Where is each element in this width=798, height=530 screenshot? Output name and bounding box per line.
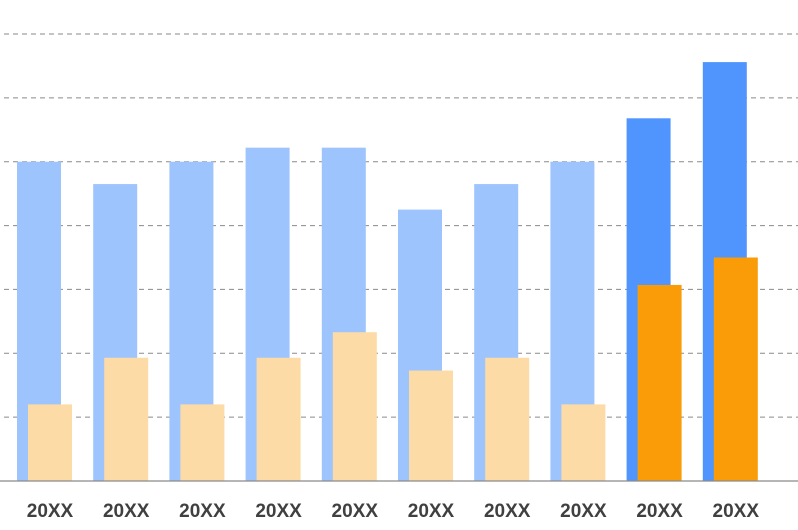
bar-series-2	[104, 357, 149, 481]
x-tick-label: 20XX	[636, 501, 683, 522]
bar-series-2	[28, 404, 72, 481]
x-tick-label: 20XX	[560, 501, 607, 522]
x-tick-label: 20XX	[484, 501, 531, 522]
bar-series-2	[485, 357, 530, 481]
bar-series-2	[256, 357, 301, 481]
x-tick-label: 20XX	[179, 501, 226, 522]
x-tick-label: 20XX	[713, 501, 760, 522]
bar-series-2	[180, 404, 225, 481]
bar-series-2	[561, 404, 606, 481]
x-tick-label: 20XX	[255, 501, 302, 522]
x-tick-label: 20XX	[332, 501, 379, 522]
x-tick-label: 20XX	[408, 501, 455, 522]
bars	[17, 62, 758, 482]
bar-series-2	[409, 370, 453, 481]
x-tick-label: 20XX	[27, 501, 74, 522]
bar-series-2	[332, 332, 377, 481]
x-tick-labels: 20XX 20XX 20XX 20XX 20XX 20XX 20XX 20XX 20XX 20XX	[27, 501, 760, 522]
x-tick-label: 20XX	[103, 501, 150, 522]
bar-series-2	[713, 257, 758, 481]
bar-series-2	[637, 284, 682, 481]
